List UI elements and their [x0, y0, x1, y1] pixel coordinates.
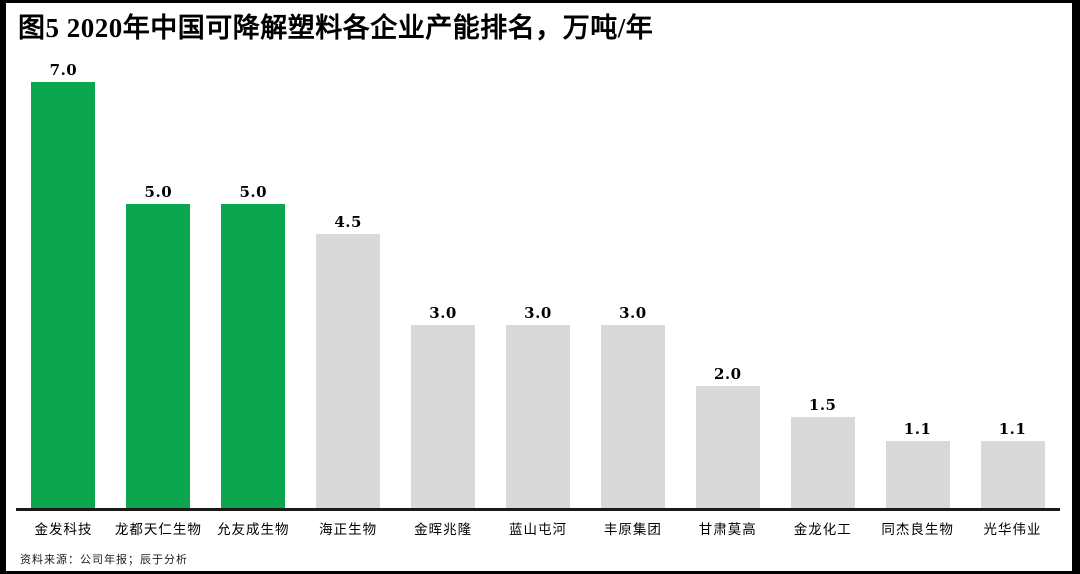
bar-value-label: 3.0 [429, 304, 457, 322]
bar-cell: 3.0 [585, 304, 680, 508]
bar-value-label: 4.5 [334, 213, 362, 231]
bar-value-label: 1.1 [998, 420, 1027, 438]
bar-cell: 4.5 [301, 213, 396, 508]
bar-value-label: 7.0 [49, 61, 78, 79]
category-label: 允友成生物 [217, 522, 290, 537]
bar-chart-plot-area: 7.0 5.0 5.0 4.5 3.0 3.0 3.0 2.0 1.5 1.1 1.1 [16, 57, 1060, 511]
bar-value-label: 1.5 [808, 396, 837, 414]
bar-value-label: 2.0 [713, 365, 742, 383]
bar-cell: 1.1 [965, 420, 1060, 508]
source-note: 资料来源：公司年报；辰于分析 [20, 554, 188, 566]
bar [505, 325, 570, 508]
bar [790, 417, 855, 508]
bar-value-label: 3.0 [524, 304, 552, 322]
category-label: 丰原集团 [603, 522, 662, 537]
category-axis: 金发科技 龙都天仁生物 允友成生物 海正生物 金晖兆隆 蓝山屯河 丰原集团 甘肃莫高 金龙化工 同… [16, 511, 1060, 538]
category-label: 海正生物 [319, 522, 378, 537]
bar [695, 386, 760, 508]
bar-cell: 5.0 [111, 183, 206, 508]
bar-value-label: 5.0 [239, 183, 268, 201]
bar [31, 82, 96, 508]
bar [411, 325, 476, 508]
bar-cell: 2.0 [680, 365, 775, 508]
bar-cell: 3.0 [491, 304, 586, 508]
bar [221, 204, 286, 508]
bar [126, 204, 191, 508]
bar [600, 325, 665, 508]
bar-value-label: 3.0 [619, 304, 647, 322]
category-label: 龙都天仁生物 [114, 522, 202, 537]
bar-value-label: 5.0 [144, 183, 173, 201]
category-label: 同杰良生物 [881, 522, 954, 537]
category-label: 光华伟业 [983, 522, 1042, 537]
bar-value-label: 1.1 [903, 420, 932, 438]
bar-cell: 3.0 [396, 304, 491, 508]
category-label: 金龙化工 [793, 522, 852, 537]
bar [885, 441, 950, 508]
category-label: 金晖兆隆 [414, 522, 473, 537]
bar-cell: 1.5 [775, 396, 870, 508]
bar-cell: 5.0 [206, 183, 301, 508]
category-label: 蓝山屯河 [508, 522, 567, 537]
bar [316, 234, 381, 508]
category-label: 金发科技 [34, 522, 93, 537]
category-label: 甘肃莫高 [698, 522, 757, 537]
chart-title: 图5 2020年中国可降解塑料各企业产能排名，万吨/年 [18, 13, 654, 43]
bar [980, 441, 1045, 508]
bar-cell: 7.0 [16, 61, 111, 508]
bar-cell: 1.1 [870, 420, 965, 508]
